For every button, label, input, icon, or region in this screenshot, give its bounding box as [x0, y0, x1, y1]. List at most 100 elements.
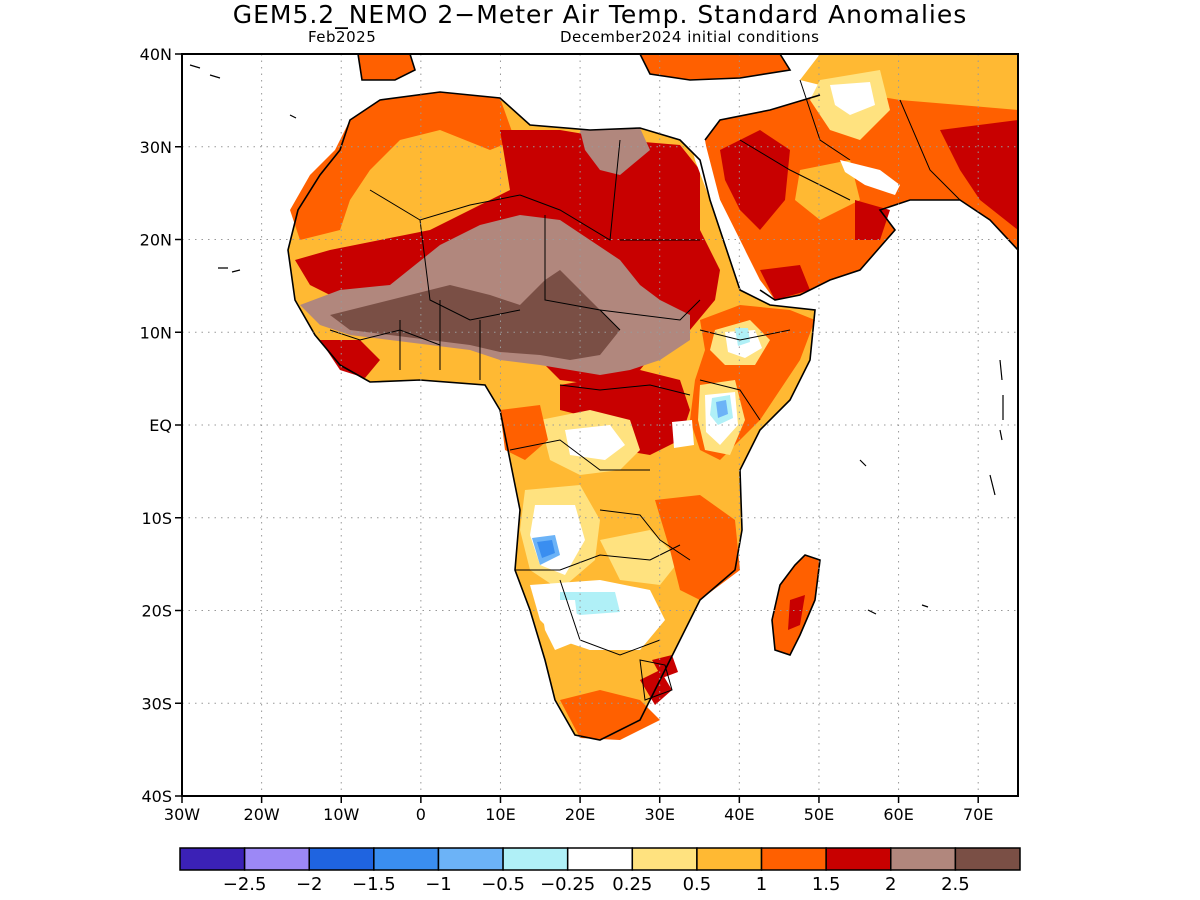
border-line — [544, 215, 621, 331]
lat-tick-label: 40N — [140, 45, 172, 64]
gridlines — [182, 54, 1018, 796]
colorbar: −2.5 −2 −1.5 −1 −0.5 −0.25 0.25 0.5 1 1.5 2 2.5 — [179, 847, 1021, 895]
colorbar-label: 1 — [756, 874, 767, 895]
colorbar-swatch — [502, 847, 569, 871]
iran-white — [830, 82, 875, 115]
lon-tick-label: 20E — [565, 805, 595, 824]
colorbar-label: 1.5 — [812, 874, 841, 895]
yemen-hot — [760, 265, 810, 300]
kenya-blue — [716, 400, 728, 418]
border-line — [739, 139, 851, 201]
longitude-axis: 30W 20W 10W 0 10E 20E 30E 40E 50E 60E 70E — [164, 796, 993, 824]
border-line — [899, 99, 961, 201]
colorbar-swatch — [890, 847, 957, 871]
border-line — [519, 139, 621, 241]
colorbar-swatch — [373, 847, 440, 871]
colorbar-swatch — [760, 847, 827, 871]
canary-islands — [218, 267, 241, 273]
middle-east-north — [800, 54, 1018, 110]
seychelles-islands — [859, 459, 996, 496]
lat-tick-label: 30N — [140, 138, 172, 157]
europe-east-landmass — [640, 54, 790, 80]
colorbar-swatch — [566, 847, 634, 871]
lon-tick-label: 30E — [644, 805, 674, 824]
mediterranean-sea — [410, 54, 700, 138]
lon-tick-label: 30W — [164, 805, 200, 824]
border-line — [559, 579, 661, 656]
border-line — [509, 439, 650, 471]
arabia-light — [795, 160, 860, 220]
border-line — [599, 509, 691, 561]
coastlines — [287, 54, 1018, 741]
east-coast-hot — [655, 495, 740, 600]
border-line — [369, 189, 521, 221]
central-africa-hot — [560, 370, 690, 455]
colorbar-label: 2.5 — [941, 874, 970, 895]
persian-gulf — [840, 160, 900, 195]
sahel-hottest-region — [330, 270, 620, 360]
border-line — [699, 329, 791, 341]
border-line — [399, 300, 481, 380]
africa-coastline — [287, 91, 816, 741]
lon-tick-label: 50E — [804, 805, 834, 824]
lat-tick-label: 20S — [141, 602, 172, 621]
red-sea — [690, 140, 760, 296]
colorbar-swatch — [631, 847, 698, 871]
mascarene-islands — [867, 604, 929, 615]
europe-coastline — [639, 54, 792, 81]
colorbar-label: 2 — [885, 874, 896, 895]
lon-tick-label: 20W — [244, 805, 280, 824]
lon-tick-label: 70E — [963, 805, 993, 824]
valid-month-label: Feb2025 — [308, 28, 377, 46]
iberia-coastline — [357, 54, 416, 81]
lat-tick-label: EQ — [149, 416, 172, 435]
arabia-coastline — [704, 94, 1018, 301]
lat-tick-label: 20N — [140, 231, 172, 250]
iberia-landmass — [358, 54, 415, 80]
lon-tick-label: 0 — [416, 805, 426, 824]
map-content — [189, 54, 1018, 741]
latitude-axis: 40N 30N 20N 10N EQ 10S 20S 30S 40S — [140, 45, 182, 806]
colorbar-swatch — [437, 847, 504, 871]
border-line — [799, 79, 851, 161]
border-line — [559, 384, 691, 396]
lon-tick-label: 60E — [883, 805, 913, 824]
lat-tick-label: 40S — [141, 787, 172, 806]
islands — [189, 64, 1004, 615]
lake-victoria — [672, 420, 694, 448]
lon-tick-label: 10E — [485, 805, 515, 824]
sudan-very-hot — [580, 128, 650, 175]
colorbar-label: −1.5 — [352, 874, 396, 895]
colorbar-swatch — [243, 847, 310, 871]
colorbar-label: 0.5 — [683, 874, 712, 895]
colorbar-swatch — [179, 847, 246, 871]
border-line — [329, 329, 441, 346]
initial-conditions-label: December2024 initial conditions — [560, 28, 820, 46]
colorbar-label: −0.25 — [540, 874, 595, 895]
lat-tick-label: 10S — [141, 509, 172, 528]
gabon-hot — [500, 405, 548, 460]
gulf-hot — [940, 120, 1018, 230]
colorbar-swatch — [308, 847, 375, 871]
arabia-landmass — [705, 90, 1018, 300]
angola-cool-region — [537, 540, 555, 558]
arabia-hot — [720, 130, 790, 230]
ethiopia-cool-region — [735, 328, 750, 346]
colorbar-label: −2.5 — [223, 874, 267, 895]
west-coast-hot — [320, 340, 380, 378]
border-line — [639, 659, 673, 701]
map-title: GEM5.2_NEMO 2−Meter Air Temp. Standard A… — [232, 0, 968, 29]
madagascar-hot — [788, 595, 805, 630]
colorbar-label: −2 — [296, 874, 323, 895]
border-line — [699, 379, 761, 421]
colorbar-label: −1 — [425, 874, 452, 895]
lat-tick-label: 30S — [141, 694, 172, 713]
lat-tick-label: 10N — [140, 323, 172, 342]
border-line — [419, 219, 521, 321]
madagascar-coastline — [771, 554, 821, 656]
atlantic-islands — [189, 64, 297, 119]
colorbar-swatch — [825, 847, 892, 871]
lon-tick-label: 40E — [724, 805, 754, 824]
